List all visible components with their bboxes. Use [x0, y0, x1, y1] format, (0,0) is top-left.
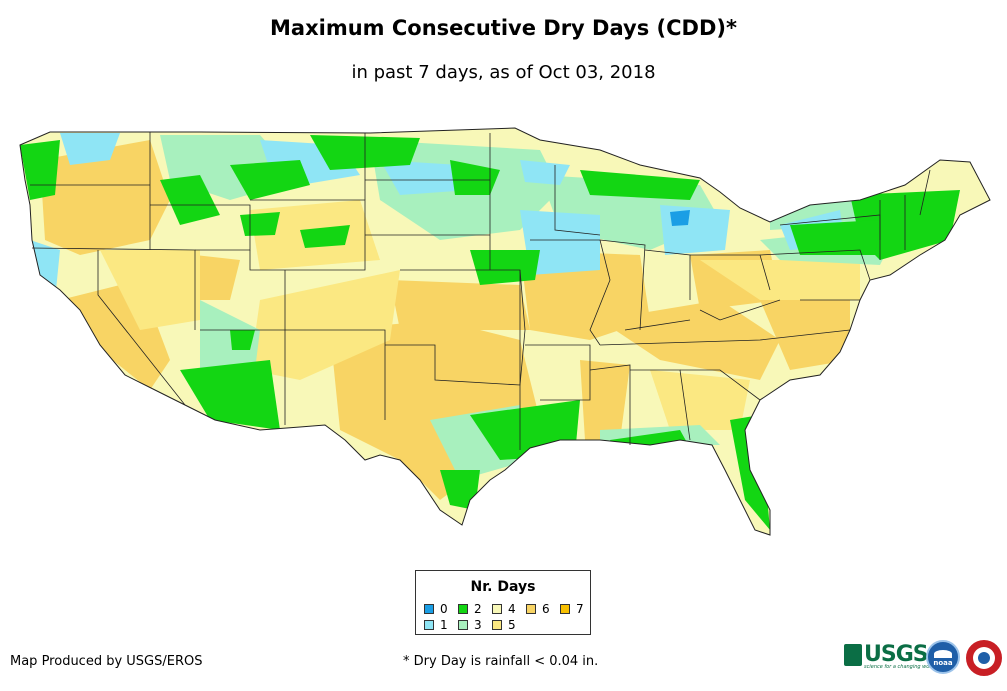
legend-item-0: 0: [424, 602, 448, 616]
legend-swatch: [526, 604, 536, 614]
legend-swatch: [424, 604, 434, 614]
legend-title: Nr. Days: [470, 579, 536, 595]
noaa-logo: noaa: [926, 640, 960, 674]
state-borders: [19, 127, 991, 536]
zone-0-days: [670, 210, 690, 226]
legend-item-4: 4: [492, 602, 516, 616]
legend-item-2: 2: [458, 602, 482, 616]
legend-label: 0: [440, 602, 448, 616]
legend-label: 5: [508, 618, 516, 632]
conus-cdd-map: [19, 127, 991, 536]
noaa-wordmark: noaa: [933, 659, 953, 667]
usgs-wave-icon: [844, 643, 862, 666]
legend-swatch: [492, 620, 502, 630]
legend-label: 6: [542, 602, 550, 616]
usgs-wordmark: USGS: [864, 642, 929, 667]
legend-label: 4: [508, 602, 516, 616]
legend-item-3: 3: [458, 618, 482, 632]
zone-5-days: [100, 200, 860, 430]
map-subtitle: in past 7 days, as of Oct 03, 2018: [351, 62, 656, 83]
legend-item-1: 1: [424, 618, 448, 632]
legend-swatch: [560, 604, 570, 614]
legend-swatch: [458, 620, 468, 630]
legend-label: 2: [474, 602, 482, 616]
legend-item-6: 6: [526, 602, 550, 616]
legend: Nr. Days 0 1 2 3 4 5 6 7: [415, 570, 591, 635]
legend-item-5: 5: [492, 618, 516, 632]
usgs-tagline: science for a changing world: [864, 664, 936, 670]
nws-ring-icon: [973, 647, 995, 669]
legend-swatch: [458, 604, 468, 614]
map-title: Maximum Consecutive Dry Days (CDD)*: [270, 16, 737, 40]
nws-core-icon: [978, 652, 990, 664]
dry-day-footnote: * Dry Day is rainfall < 0.04 in.: [403, 654, 599, 669]
legend-swatch: [424, 620, 434, 630]
legend-label: 3: [474, 618, 482, 632]
legend-label: 1: [440, 618, 448, 632]
nws-logo: [966, 640, 1002, 676]
legend-swatch: [492, 604, 502, 614]
usgs-logo: USGS: [844, 642, 929, 667]
legend-label: 7: [576, 602, 584, 616]
noaa-bird-icon: [934, 650, 952, 658]
agency-logos: USGS science for a changing world noaa: [844, 638, 1004, 678]
producer-credit: Map Produced by USGS/EROS: [10, 654, 203, 669]
legend-item-7: 7: [560, 602, 584, 616]
